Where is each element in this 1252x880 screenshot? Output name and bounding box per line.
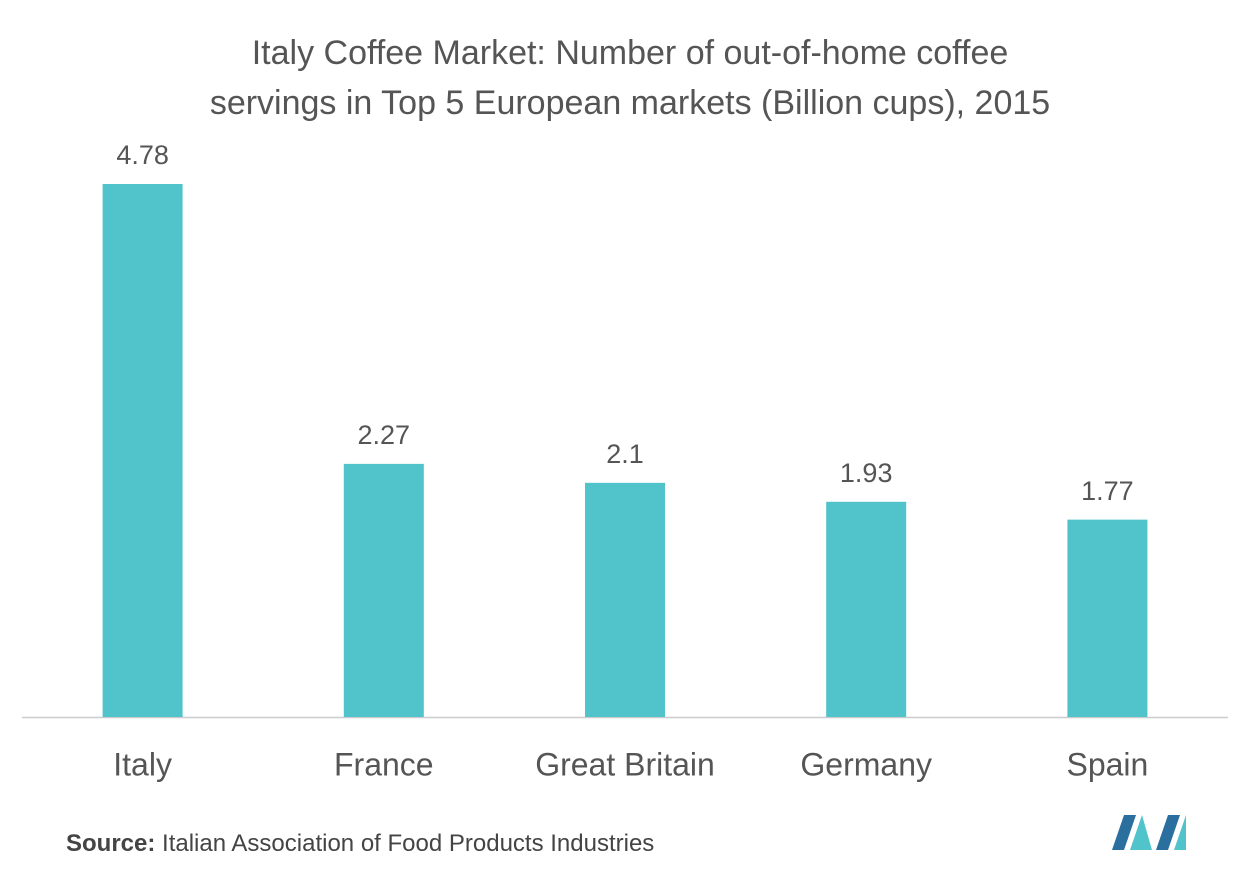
bar <box>585 482 665 717</box>
bar <box>102 184 183 717</box>
value-label: 1.77 <box>1081 476 1134 506</box>
chart-title: servings in Top 5 European markets (Bill… <box>210 84 1050 122</box>
value-label: 2.1 <box>606 439 644 469</box>
value-label: 2.27 <box>358 420 411 450</box>
value-label: 4.78 <box>116 140 169 170</box>
x-tick-label: Germany <box>800 746 932 782</box>
source: Source: Italian Association of Food Prod… <box>66 830 654 857</box>
x-tick-label: Italy <box>113 746 172 782</box>
x-tick-label: Spain <box>1066 746 1148 782</box>
bar <box>343 463 424 717</box>
bar <box>1067 519 1148 717</box>
value-label: 1.93 <box>840 458 893 488</box>
bar <box>826 501 907 717</box>
x-tick-label: Great Britain <box>535 746 715 782</box>
x-tick-label: France <box>334 746 434 782</box>
chart-title: Italy Coffee Market: Number of out-of-ho… <box>252 34 1009 72</box>
source-text: Italian Association of Food Products Ind… <box>162 830 654 857</box>
logo <box>1112 815 1186 850</box>
source-label: Source: <box>66 830 155 857</box>
